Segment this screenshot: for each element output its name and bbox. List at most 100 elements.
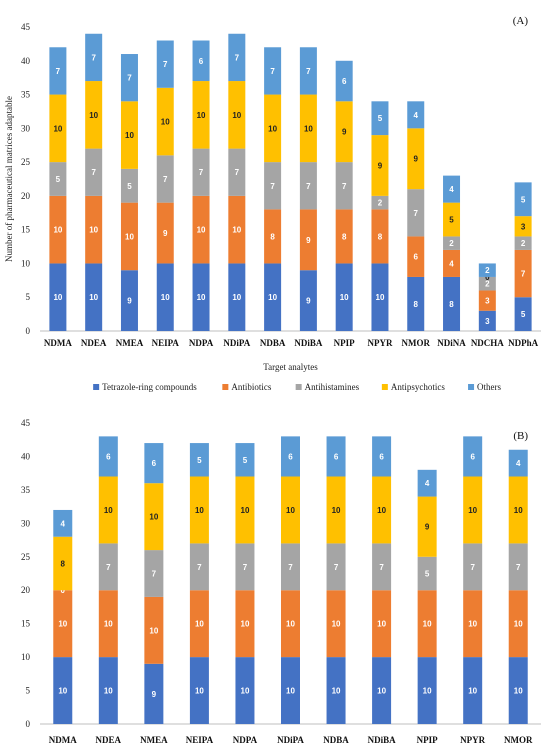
legend-swatch-antipsychotics [381,384,388,390]
bar-ndipa-antibiotics [228,195,246,264]
data-label: 10 [268,293,277,302]
bar-npyr-antibiotics [463,590,483,658]
bar-ndba-others [264,47,282,95]
y-tick-label: 35 [21,90,31,100]
bar-npyr-others [371,101,389,136]
bar-ndma-antihistamines [49,162,67,196]
bar-ndma-tetrazole-ring-compounds [53,657,73,724]
bar-ndipa-antibiotics [281,590,300,658]
y-tick-label: 25 [21,552,31,562]
bar-ndba-antibiotics [326,590,346,658]
data-label: 9 [127,297,132,306]
category-label-ndiba: NDiBA [368,735,397,745]
category-label-ndba: NDBA [260,338,286,348]
bar-ndipa-antipsychotics [228,81,246,149]
bar-ndina-antihistamines [443,236,461,250]
bar-nmea-antibiotics [120,202,138,271]
bar-ndma-tetrazole-ring-compounds [49,263,67,331]
data-label: 10 [89,111,98,120]
data-label: 7 [270,67,275,76]
data-label: 10 [104,506,113,515]
bar-ndba-antihistamines [264,162,282,210]
data-label: 10 [468,506,477,515]
data-label: 6 [414,253,419,262]
y-tick-label: 45 [21,418,31,428]
data-label: 7 [306,182,311,191]
bar-npip-tetrazole-ring-compounds [335,263,353,331]
data-label: 10 [197,111,206,120]
y-tick-label: 5 [26,686,31,696]
data-label: 7 [334,563,339,572]
category-label-nmea: NMEA [140,735,168,745]
data-label: 10 [232,226,241,235]
category-label-ndina: NDiNA [437,338,466,348]
bar-ndpha-tetrazole-ring-compounds [514,297,532,331]
bar-nmea-others [120,54,138,102]
bar-ndina-antipsychotics [443,202,461,237]
data-label: 7 [163,175,168,184]
data-label: 7 [199,168,204,177]
data-label: 10 [53,226,62,235]
data-label: 10 [286,620,295,629]
data-label: 10 [104,620,113,629]
bar-npyr-antipsychotics [463,476,483,544]
bar-nmor-antipsychotics [508,476,528,544]
data-label: 10 [89,293,98,302]
data-label: 4 [449,185,454,194]
category-label-ndcha: NDCHA [471,338,504,348]
data-label: 7 [56,67,61,76]
data-label: 7 [91,53,96,62]
data-label: 10 [376,293,385,302]
data-label: 6 [334,452,339,461]
category-label-ndipa: NDiPA [277,735,304,745]
bar-npyr-antihistamines [463,543,483,591]
data-label: 10 [89,226,98,235]
category-label-ndba: NDBA [323,735,349,745]
category-label-nmea: NMEA [116,338,144,348]
data-label: 7 [516,563,521,572]
data-label: 10 [286,687,295,696]
bar-ndcha-antibiotics [478,290,496,311]
data-label: 6 [288,452,293,461]
y-tick-label: 25 [21,157,31,167]
data-label: 10 [161,293,170,302]
bar-nmea-antipsychotics [120,101,138,169]
data-label: 10 [197,293,206,302]
bar-ndpa-antibiotics [235,590,255,658]
data-label: 2 [378,199,383,208]
bar-ndba-antihistamines [326,543,346,591]
legend-swatch-tetrazole-ring-compounds [93,384,100,390]
data-label: 3 [485,317,490,326]
bar-ndpa-antibiotics [192,195,210,264]
data-label: 9 [342,128,347,137]
panel-label: (A) [513,15,529,27]
bar-ndiba-others [299,47,317,95]
bar-npyr-antihistamines [371,195,389,210]
data-label: 10 [232,111,241,120]
data-label: 10 [332,620,341,629]
data-label: 10 [58,620,67,629]
data-label: 10 [161,118,170,127]
data-label: 10 [241,620,250,629]
data-label: 10 [197,226,206,235]
data-label: 10 [53,293,62,302]
y-tick-label: 40 [21,56,31,66]
data-label: 10 [195,506,204,515]
legend-label-tetrazole-ring-compounds: Tetrazole-ring compounds [102,382,197,392]
bar-npyr-others [463,436,483,477]
legend-label-others: Others [477,382,501,392]
data-label: 7 [127,74,132,83]
bar-ndea-others [98,436,118,477]
data-label: 4 [425,479,430,488]
bar-neipa-tetrazole-ring-compounds [189,657,209,724]
data-label: 5 [56,175,61,184]
data-label: 9 [306,236,311,245]
category-label-ndma: NDMA [49,735,77,745]
data-label: 6 [470,452,475,461]
bar-ndiba-antibiotics [372,590,392,658]
bar-neipa-others [189,443,209,477]
bar-ndpa-antipsychotics [235,476,255,544]
bar-ndina-antibiotics [443,249,461,277]
data-label: 10 [241,506,250,515]
bar-npip-tetrazole-ring-compounds [417,657,437,724]
